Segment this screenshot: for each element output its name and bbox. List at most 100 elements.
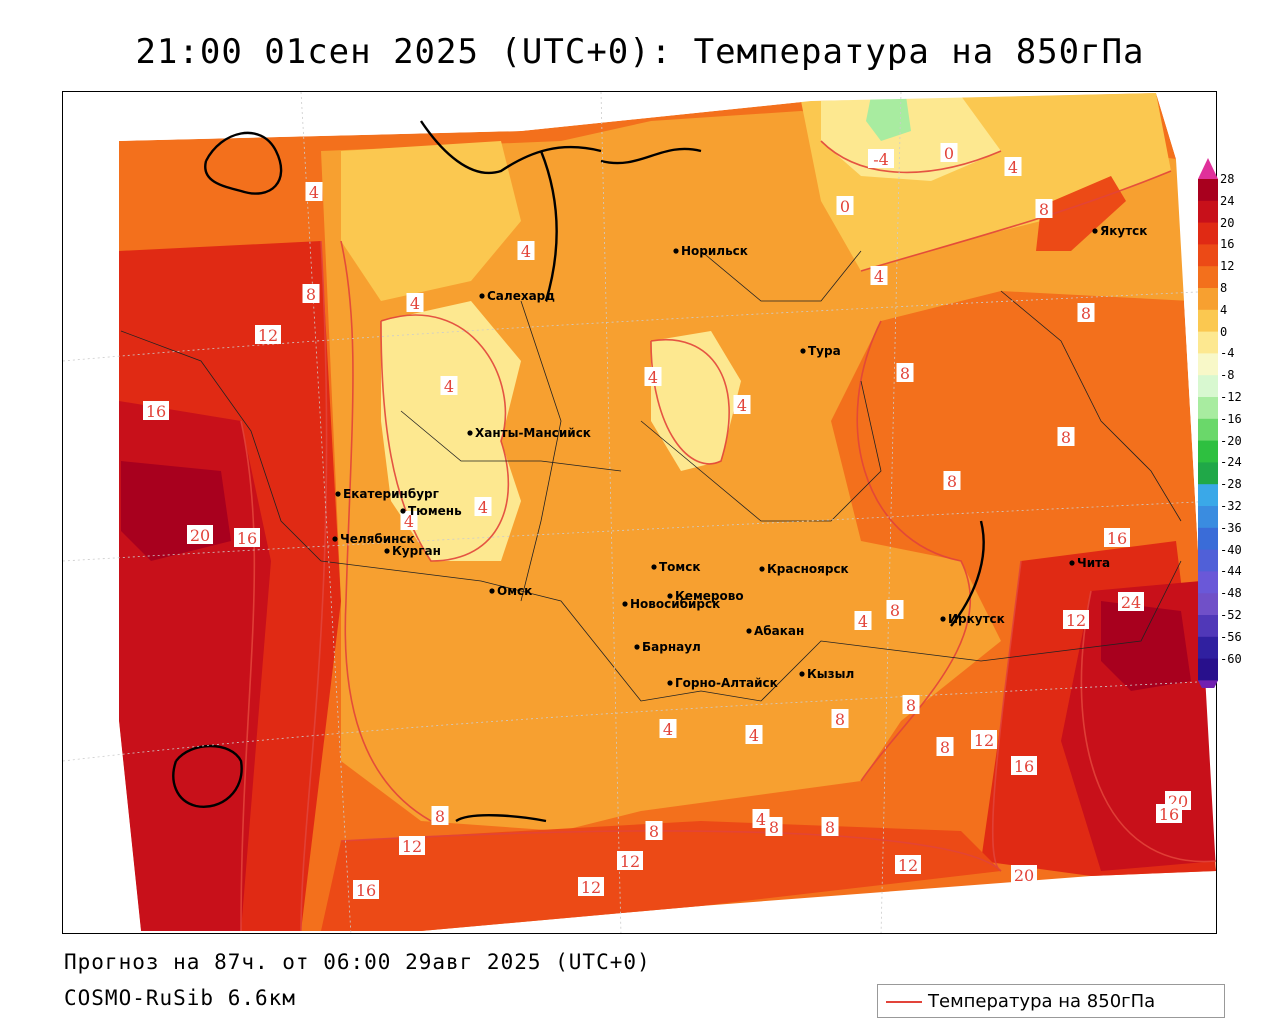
colorbar-tick-label: 20	[1220, 215, 1235, 230]
contour-label: 4	[737, 396, 747, 415]
contour-label: 8	[906, 696, 916, 715]
colorbar-tick-label: -56	[1220, 629, 1242, 644]
contour-label-bg	[474, 497, 492, 516]
colorbar-segment	[1198, 397, 1218, 420]
contour-label: 0	[944, 144, 954, 163]
contour-label-bg	[886, 600, 904, 619]
contour-label: 20	[190, 526, 210, 545]
contour-label: 12	[974, 731, 994, 750]
colorbar-segment	[1198, 288, 1218, 311]
contour-label-bg	[353, 880, 379, 899]
city-marker	[335, 491, 341, 497]
city-label: Красноярск	[767, 562, 849, 576]
colorbar-tick-label: -32	[1220, 499, 1242, 513]
contour-label-bg	[836, 196, 854, 215]
colorbar-segment	[1198, 309, 1218, 333]
contour-label: 12	[402, 837, 422, 856]
colorbar-segment	[1198, 200, 1218, 224]
contour-label: 4	[648, 368, 658, 387]
contour-label: 4	[756, 810, 766, 829]
contour-label: 4	[858, 612, 868, 631]
contour-label: 8	[306, 285, 316, 304]
city-label: Салехард	[487, 289, 555, 303]
colorbar-tick-label: 0	[1220, 324, 1228, 339]
legend: Температура на 850гПа	[877, 984, 1225, 1018]
contour-label: 4	[444, 377, 454, 396]
contour-label: 12	[1066, 611, 1086, 630]
city-marker	[667, 593, 673, 599]
contour-label-bg	[187, 525, 213, 544]
contour-label: 12	[258, 326, 278, 345]
city-marker	[622, 601, 628, 607]
contour-label-bg	[943, 471, 961, 490]
city-label: Барнаул	[642, 640, 701, 654]
cities: Норильск Якутск Салехард Тура Ханты-Мансийск…	[332, 224, 1147, 690]
colorbar-tick-label: 16	[1220, 237, 1235, 252]
contour-label-bg	[940, 143, 958, 162]
colorbar-segment	[1198, 222, 1218, 245]
city-label: Иркутск	[948, 612, 1005, 626]
contour-label-bg	[1156, 804, 1182, 823]
graticule	[63, 92, 1216, 933]
colorbar-segment	[1198, 331, 1218, 354]
contour-label-bg	[617, 851, 643, 870]
colorbar-tick-label: -28	[1220, 477, 1242, 492]
contour-label: 8	[1039, 200, 1049, 219]
contour-label: 12	[581, 878, 601, 897]
city-marker	[1069, 560, 1075, 566]
contour-label: 16	[1159, 805, 1179, 824]
colorbar-segment	[1198, 440, 1218, 463]
contour-label: 4	[410, 294, 420, 313]
contour-label: 16	[146, 402, 166, 421]
colorbar-segment	[1198, 375, 1218, 398]
contour-label-bg	[1077, 303, 1095, 322]
contour-label: 4	[663, 720, 673, 739]
city-label: Тюмень	[408, 504, 462, 518]
contour-label: 8	[940, 738, 950, 757]
colorbar-segment	[1198, 244, 1218, 267]
colorbar-segment	[1198, 462, 1218, 485]
colorbar-segment	[1198, 353, 1218, 376]
contour-label: 16	[237, 529, 257, 548]
city-label: Курган	[392, 544, 441, 558]
city-label: Новосибирск	[630, 597, 720, 611]
contour-label-bg	[255, 325, 281, 344]
city-marker	[799, 671, 805, 677]
contour-label-bg	[645, 821, 663, 840]
contour-label-bg	[143, 401, 169, 420]
colorbar-top-arrow	[1198, 158, 1218, 179]
contour-label: 24	[1121, 593, 1141, 612]
city-label: Чита	[1077, 556, 1110, 570]
contour-label: 4	[478, 498, 488, 517]
contour-label-bg	[821, 817, 839, 836]
contour-label-bg	[854, 611, 872, 630]
colorbar-tick-label: 8	[1220, 281, 1228, 295]
city-label: Ханты-Мансийск	[475, 426, 591, 440]
contour-label-bg	[895, 855, 921, 874]
legend-label: Температура на 850гПа	[928, 991, 1156, 1012]
contour-label-bg	[745, 725, 763, 744]
contour-label-bg	[971, 730, 997, 749]
contour-label-bg	[1004, 157, 1022, 176]
colorbar-tick-label: 4	[1220, 302, 1228, 317]
city-marker	[384, 548, 390, 554]
central-cool-zone	[651, 331, 741, 471]
colorbar-bottom-arrow	[1198, 680, 1218, 688]
map-frame[interactable]: -4 0 4 0 8 4 4 4 8 4 12 8 4 4 8 4 16 8 8 4 4 20 16 16 8 24 12 4 4 4 8 8…	[62, 91, 1217, 934]
colorbar-tick-label: -40	[1220, 542, 1242, 557]
colorbar-segment	[1198, 484, 1218, 507]
region-borders	[120, 250, 1182, 702]
colorbar-tick-label: -60	[1220, 651, 1242, 666]
city-marker	[332, 536, 338, 542]
contour-label-bg	[234, 528, 260, 547]
contour-label-bg	[936, 737, 954, 756]
contour-label-bg	[1063, 610, 1089, 629]
central-warm-zone	[321, 111, 1191, 831]
contour-label-bg	[400, 511, 418, 530]
contour-label: 16	[1107, 529, 1127, 548]
temperature-contours	[240, 140, 1216, 932]
colorbar-segment	[1198, 266, 1218, 289]
colorbar-segment	[1198, 418, 1218, 442]
